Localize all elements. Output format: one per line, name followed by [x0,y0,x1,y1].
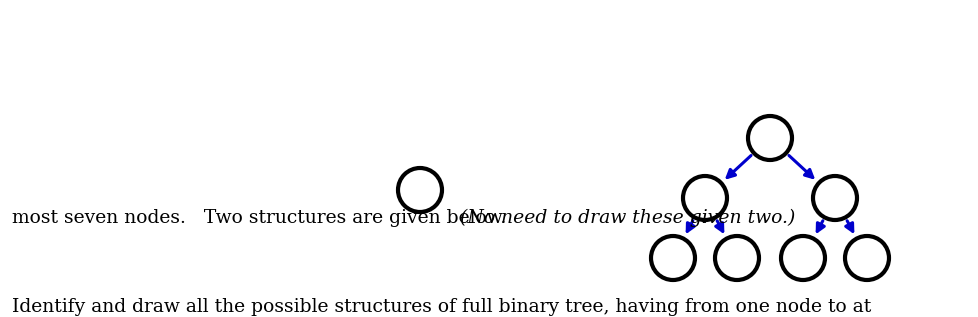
Circle shape [714,236,758,280]
Circle shape [844,236,888,280]
Text: Identify and draw all the possible structures of full binary tree, having from o: Identify and draw all the possible struc… [12,298,870,316]
Circle shape [747,116,791,160]
Circle shape [650,236,694,280]
Circle shape [683,176,727,220]
Text: (No need to draw these given two.): (No need to draw these given two.) [460,209,795,228]
Text: most seven nodes.   Two structures are given below.: most seven nodes. Two structures are giv… [12,209,523,227]
Circle shape [780,236,824,280]
Circle shape [398,168,441,212]
Circle shape [812,176,856,220]
